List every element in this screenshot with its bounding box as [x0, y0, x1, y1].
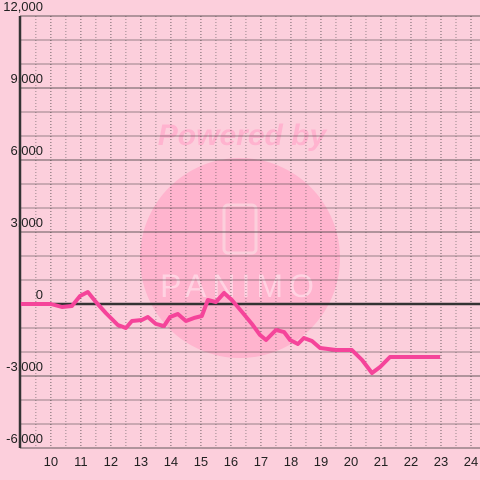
watermark-icon: [222, 203, 258, 255]
watermark: Powered by PANIMO: [140, 119, 340, 358]
y-tick-label: -6,000: [6, 431, 43, 446]
x-tick-label: 16: [224, 454, 238, 469]
x-tick-label: 15: [194, 454, 208, 469]
x-tick-label: 11: [74, 454, 88, 469]
x-tick-label: 12: [104, 454, 118, 469]
x-tick-label: 14: [164, 454, 178, 469]
data-line: [20, 290, 441, 375]
x-tick-label: 19: [314, 454, 328, 469]
x-tick-label: 24: [464, 454, 478, 469]
y-tick-label: 6,000: [10, 143, 43, 158]
x-tick-label: 13: [134, 454, 148, 469]
x-tick-label: 21: [374, 454, 388, 469]
x-tick-label: 10: [44, 454, 58, 469]
x-tick-label: 18: [284, 454, 298, 469]
y-tick-label: 9,000: [10, 71, 43, 86]
x-tick-label: 22: [404, 454, 418, 469]
y-tick-label: 0: [36, 287, 43, 302]
x-tick-label: 23: [434, 454, 448, 469]
x-tick-label: 17: [254, 454, 268, 469]
watermark-text: Powered by: [158, 119, 328, 152]
watermark-brand: PANIMO: [160, 268, 320, 304]
y-tick-label: -3,000: [6, 359, 43, 374]
x-tick-label: 20: [344, 454, 358, 469]
y-tick-label: 12,000: [3, 0, 43, 14]
y-tick-label: 3,000: [10, 215, 43, 230]
